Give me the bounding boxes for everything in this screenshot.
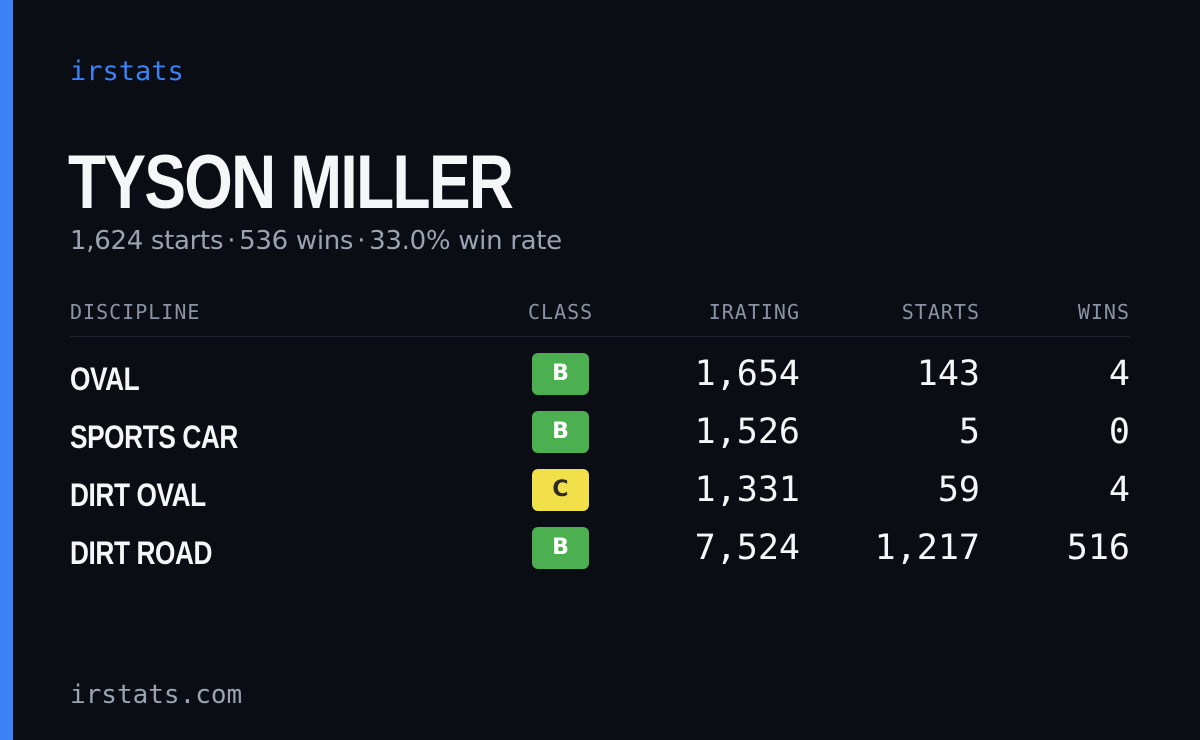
driver-summary: 1,624 starts · 536 wins · 33.0% win rate — [70, 226, 562, 256]
header-starts: STARTS — [901, 300, 980, 324]
class-badge: C — [532, 469, 589, 511]
starts-value: 5 — [958, 412, 980, 452]
starts-value: 1,217 — [874, 528, 980, 568]
discipline-table: DISCIPLINE CLASS IRATING STARTS WINS OVA… — [70, 298, 1130, 585]
irating-value: 1,654 — [694, 354, 800, 394]
footer-url: irstats.com — [70, 680, 243, 710]
wins-value: 4 — [1108, 354, 1130, 394]
discipline-name: SPORTS CAR — [70, 419, 238, 455]
class-badge: B — [532, 527, 589, 569]
summary-separator: · — [227, 226, 236, 256]
wins-value: 4 — [1108, 470, 1130, 510]
brand-logo-text: irstats — [70, 56, 184, 87]
discipline-name: DIRT OVAL — [70, 477, 206, 513]
table-header: DISCIPLINE CLASS IRATING STARTS WINS — [70, 298, 1130, 337]
header-wins: WINS — [1077, 300, 1130, 324]
wins-value: 0 — [1108, 412, 1130, 452]
table-row: DIRT ROAD B 7,524 1,217 516 — [70, 527, 1130, 585]
table-row: OVAL B 1,654 143 4 — [70, 353, 1130, 411]
table-row: SPORTS CAR B 1,526 5 0 — [70, 411, 1130, 469]
header-discipline: DISCIPLINE — [70, 300, 201, 324]
irating-value: 7,524 — [694, 528, 800, 568]
summary-wins: 536 wins — [239, 226, 354, 256]
accent-bar — [0, 0, 13, 740]
header-irating: IRATING — [708, 300, 800, 324]
wins-value: 516 — [1066, 528, 1130, 568]
class-badge: B — [532, 353, 589, 395]
driver-name: TYSON MILLER — [68, 140, 514, 225]
summary-win-rate: 33.0% win rate — [369, 226, 562, 256]
irating-value: 1,331 — [694, 470, 800, 510]
summary-separator: · — [357, 226, 366, 256]
table-body: OVAL B 1,654 143 4 SPORTS CAR B 1,526 5 … — [70, 337, 1130, 585]
header-class: CLASS — [528, 300, 594, 324]
summary-starts: 1,624 starts — [70, 226, 224, 256]
class-badge: B — [532, 411, 589, 453]
starts-value: 59 — [937, 470, 980, 510]
table-row: DIRT OVAL C 1,331 59 4 — [70, 469, 1130, 527]
starts-value: 143 — [916, 354, 980, 394]
discipline-name: DIRT ROAD — [70, 535, 213, 571]
irating-value: 1,526 — [694, 412, 800, 452]
discipline-name: OVAL — [70, 361, 140, 397]
